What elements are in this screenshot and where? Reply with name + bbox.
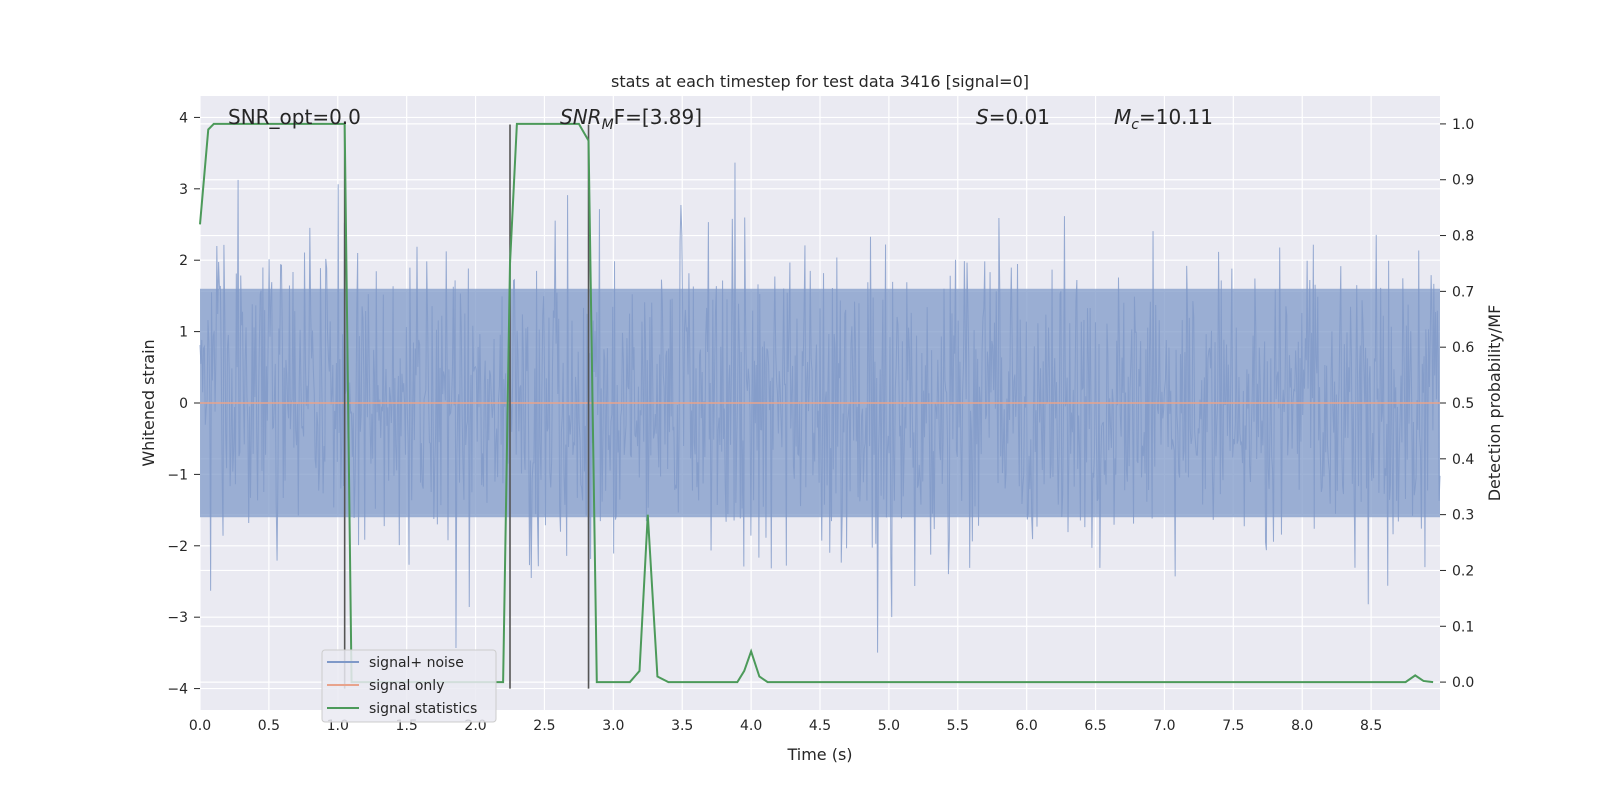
- y2-tick-label: 1.0: [1452, 117, 1474, 133]
- x-tick-label: 4.5: [809, 718, 831, 734]
- y2-tick-label: 0.2: [1452, 563, 1474, 579]
- y2-tick-label: 0.5: [1452, 396, 1474, 412]
- x-tick-label: 2.5: [533, 718, 555, 734]
- y2-tick-label: 0.4: [1452, 452, 1474, 468]
- annotation-snr-opt: SNR_opt=0.0: [228, 105, 361, 129]
- series-signal-statistics: [199, 122, 1434, 684]
- y2-tick-label: 0.0: [1452, 675, 1474, 691]
- y-tick-label: −2: [167, 539, 188, 555]
- x-tick-label: 4.0: [740, 718, 762, 734]
- y2-tick-labels: 0.0 0.1 0.2 0.3 0.4 0.5 0.6 0.7 0.8 0.9 1.0: [1440, 117, 1474, 691]
- x-tick-label: 7.0: [1153, 718, 1175, 734]
- y2-axis-label: Detection probability/MF: [1485, 305, 1504, 502]
- y-tick-label: 1: [179, 325, 188, 341]
- y-tick-label: −4: [167, 682, 188, 698]
- y-tick-labels: −4 −3 −2 −1 0 1 2 3 4: [167, 110, 200, 698]
- x-tick-label: 6.0: [1016, 718, 1038, 734]
- legend-label-signal-only: signal only: [369, 678, 444, 694]
- chart-title: stats at each timestep for test data 341…: [611, 72, 1029, 91]
- x-tick-label: 8.0: [1291, 718, 1313, 734]
- x-tick-label: 5.5: [947, 718, 969, 734]
- y2-tick-label: 0.7: [1452, 284, 1474, 300]
- y2-tick-label: 0.8: [1452, 229, 1474, 245]
- y-tick-label: −3: [167, 610, 188, 626]
- x-tick-label: 0.5: [258, 718, 280, 734]
- y2-tick-label: 0.9: [1452, 173, 1474, 189]
- noise-line: [199, 162, 1441, 683]
- vertical-markers: [343, 124, 590, 689]
- legend: signal+ noise signal only signal statist…: [321, 649, 497, 723]
- y-tick-label: −1: [167, 467, 188, 483]
- x-axis-label: Time (s): [786, 745, 852, 764]
- y2-tick-label: 0.1: [1452, 619, 1474, 635]
- x-tick-label: 7.5: [1222, 718, 1244, 734]
- annotation-mc: Mc=10.11: [1114, 105, 1213, 133]
- y-axis-label: Whitened strain: [139, 339, 158, 466]
- y-tick-label: 0: [179, 396, 188, 412]
- x-tick-label: 5.0: [878, 718, 900, 734]
- legend-frame: [321, 649, 497, 723]
- annotation-snr-mf: SNRMF=[3.89]: [560, 105, 702, 133]
- y2-tick-label: 0.3: [1452, 508, 1474, 524]
- legend-label-signal-statistics: signal statistics: [369, 701, 477, 717]
- x-tick-label: 8.5: [1360, 718, 1382, 734]
- y-tick-label: 3: [179, 182, 188, 198]
- annotation-s: S=0.01: [976, 105, 1050, 129]
- x-tick-label: 3.5: [671, 718, 693, 734]
- x-tick-label: 6.5: [1084, 718, 1106, 734]
- legend-label-signal-noise: signal+ noise: [369, 655, 464, 671]
- y2-tick-label: 0.6: [1452, 340, 1474, 356]
- y-tick-label: 4: [179, 110, 188, 126]
- x-tick-label: 3.0: [602, 718, 624, 734]
- signal-statistics-line: [199, 122, 1434, 684]
- y-tick-label: 2: [179, 253, 188, 269]
- x-tick-label: 0.0: [189, 718, 211, 734]
